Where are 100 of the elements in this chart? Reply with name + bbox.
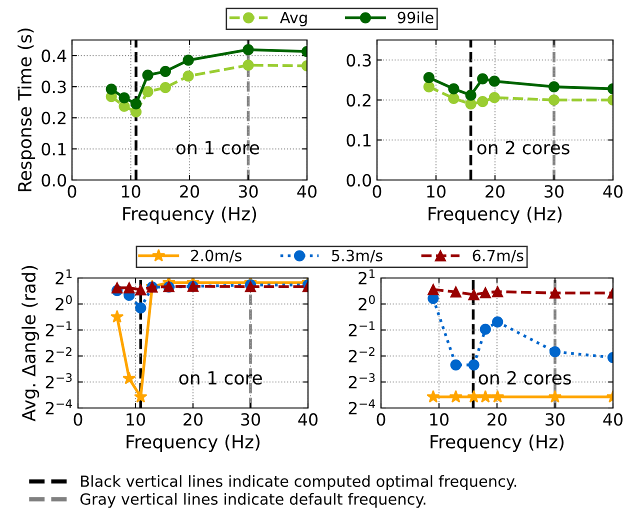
point bbox=[480, 324, 491, 335]
x-tick-label: 30 bbox=[544, 185, 564, 198]
annotation: on 1 core bbox=[176, 141, 260, 154]
x-tick-label: 40 bbox=[603, 413, 622, 426]
y-tick-label: 2$^{0}$ bbox=[56, 295, 72, 310]
point bbox=[548, 81, 560, 92]
x-tick-label: 0 bbox=[68, 185, 76, 198]
point bbox=[480, 287, 491, 298]
legend-label: 6.7m/s bbox=[472, 250, 524, 263]
x-tick-label: 40 bbox=[603, 185, 622, 198]
y-tick-label: 0.2 bbox=[346, 94, 370, 107]
point bbox=[448, 83, 460, 94]
point bbox=[465, 98, 476, 110]
point bbox=[118, 92, 130, 104]
y-tick-label: 0.0 bbox=[346, 174, 372, 187]
x-tick-label: 30 bbox=[238, 185, 258, 198]
y-tick-label: 2$^{1}$ bbox=[56, 269, 72, 284]
legend-label: 99ile bbox=[398, 12, 434, 24]
point bbox=[490, 390, 504, 403]
legend-label: Gray vertical lines indicate default frequency. bbox=[80, 493, 426, 508]
point bbox=[142, 86, 154, 98]
x-tick-label: 30 bbox=[241, 413, 260, 426]
x-tick-label: 20 bbox=[184, 413, 202, 426]
point bbox=[112, 282, 123, 294]
point bbox=[468, 289, 480, 300]
point bbox=[468, 359, 480, 370]
y-tick-label: 2$^{−2}$ bbox=[46, 347, 72, 362]
point bbox=[142, 70, 154, 81]
legend-label: 2.0m/s bbox=[191, 250, 242, 263]
point bbox=[135, 284, 146, 296]
point bbox=[110, 310, 124, 323]
x-tick-label: 20 bbox=[488, 413, 506, 426]
x-axis-title: Frequency (Hz) bbox=[123, 206, 256, 224]
point bbox=[548, 94, 560, 106]
x-tick-label: 0 bbox=[372, 185, 382, 198]
point bbox=[477, 96, 488, 108]
point bbox=[477, 73, 488, 84]
point bbox=[160, 66, 171, 77]
x-tick-label: 20 bbox=[486, 185, 504, 198]
annotation: on 2 cores bbox=[477, 140, 570, 154]
y-tick-label: 2$^{0}$ bbox=[358, 295, 375, 310]
point bbox=[428, 284, 439, 296]
x-tick-label: 30 bbox=[546, 413, 564, 426]
point bbox=[130, 98, 142, 110]
annotation: on 2 cores bbox=[478, 370, 571, 385]
point bbox=[160, 82, 171, 94]
y-tick-label: 0.1 bbox=[42, 142, 66, 156]
x-tick-label: 40 bbox=[298, 413, 318, 426]
x-tick-label: 10 bbox=[126, 413, 145, 426]
y-tick-label: 0.1 bbox=[346, 134, 371, 147]
point bbox=[426, 390, 440, 403]
point bbox=[492, 316, 504, 328]
point bbox=[134, 390, 148, 403]
x-axis-title: Frequency (Hz) bbox=[428, 206, 562, 224]
point bbox=[423, 72, 434, 84]
point bbox=[488, 92, 500, 104]
point bbox=[124, 282, 135, 294]
point bbox=[450, 359, 462, 370]
x-tick-label: 0 bbox=[376, 413, 386, 426]
y-axis-title: Response Time (s) bbox=[18, 28, 36, 192]
y-tick-label: 0.3 bbox=[42, 80, 66, 94]
x-tick-label: 10 bbox=[122, 185, 140, 198]
point bbox=[450, 286, 462, 298]
y-tick-label: 0.0 bbox=[42, 174, 66, 187]
point bbox=[492, 286, 504, 298]
y-tick-label: 2$^{−4}$ bbox=[46, 399, 72, 414]
point bbox=[488, 76, 500, 87]
y-tick-label: 0.3 bbox=[346, 54, 371, 67]
legend-label: Avg bbox=[280, 12, 307, 26]
y-tick-label: 0.2 bbox=[42, 112, 66, 124]
y-tick-label: 0.4 bbox=[42, 50, 66, 62]
y-axis-title: Avg. Δangle (rad) bbox=[22, 266, 40, 422]
annotation: on 1 core bbox=[179, 371, 262, 385]
y-tick-label: 2$^{−3}$ bbox=[46, 373, 72, 388]
x-axis-title: Frequency (Hz) bbox=[430, 434, 564, 452]
y-tick-label: 2$^{−2}$ bbox=[348, 347, 374, 362]
point bbox=[449, 390, 462, 403]
y-tick-label: 2$^{−4}$ bbox=[348, 399, 375, 414]
point bbox=[106, 84, 117, 95]
point bbox=[182, 70, 194, 82]
point bbox=[478, 390, 492, 403]
point bbox=[467, 390, 480, 403]
x-tick-label: 10 bbox=[430, 413, 448, 426]
point bbox=[448, 92, 460, 104]
point bbox=[182, 54, 194, 66]
legend-label: Black vertical lines indicate computed optimal frequency. bbox=[81, 475, 516, 490]
point bbox=[549, 287, 561, 299]
x-tick-label: 20 bbox=[180, 185, 199, 198]
y-tick-label: 2$^{−1}$ bbox=[348, 321, 375, 336]
y-tick-label: 2$^{−3}$ bbox=[348, 373, 375, 388]
point bbox=[242, 44, 254, 56]
point bbox=[465, 90, 476, 101]
point bbox=[549, 346, 561, 358]
y-tick-label: 2$^{−1}$ bbox=[46, 321, 72, 336]
x-tick-label: 0 bbox=[74, 413, 82, 426]
point bbox=[423, 81, 434, 92]
x-axis-title: Frequency (Hz) bbox=[126, 434, 260, 452]
point bbox=[242, 60, 254, 71]
legend-label: 5.3m/s bbox=[332, 250, 382, 263]
x-tick-label: 10 bbox=[427, 185, 446, 198]
